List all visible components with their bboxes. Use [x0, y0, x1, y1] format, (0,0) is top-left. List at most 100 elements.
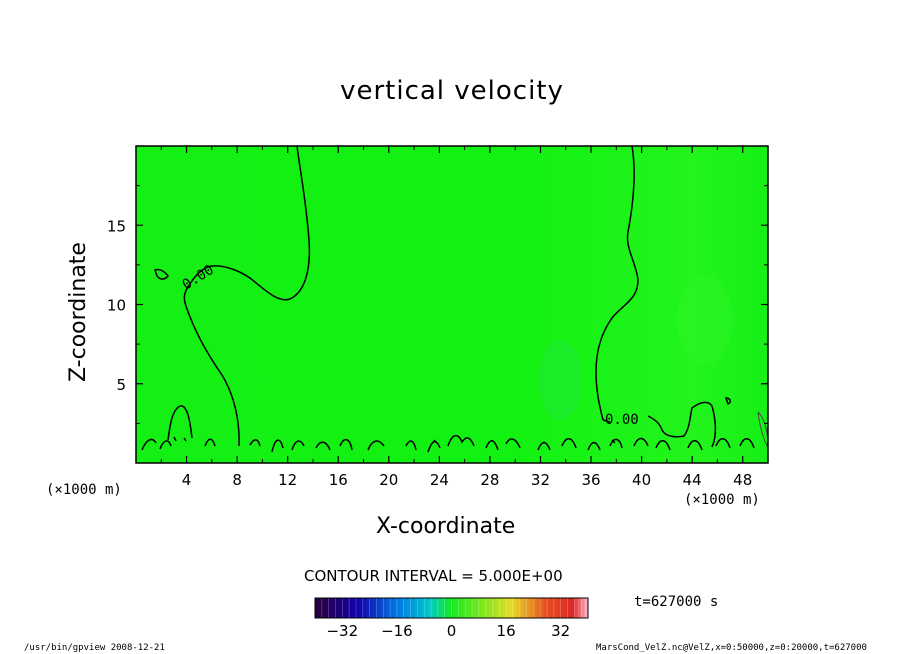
- colorbar-cell: [441, 598, 445, 618]
- x-tick-label: 4: [182, 471, 192, 489]
- colorbar-cell: [461, 598, 466, 618]
- x-axis-unit-right: (×1000 m): [684, 492, 760, 508]
- contour-line: [485, 438, 577, 451]
- colorbar-cell: [448, 598, 452, 618]
- colorbar-cell: [482, 598, 486, 618]
- y-tick-label: 5: [116, 376, 126, 394]
- colorbar-cell: [475, 598, 480, 618]
- colorbar-cell: [345, 598, 350, 618]
- colorbar-tick-label: −32: [326, 622, 358, 640]
- colorbar-cell: [379, 598, 384, 618]
- footer-right: MarsCond_VelZ.nc@VelZ,x=0:50000,z=0:2000…: [596, 643, 867, 653]
- colorbar-cell: [495, 598, 500, 618]
- colorbar-cell: [444, 598, 449, 618]
- x-tick-label: 44: [683, 471, 702, 489]
- colorbar-cell: [468, 598, 473, 618]
- colorbar-cell: [431, 598, 435, 618]
- colorbar-cell: [499, 598, 503, 618]
- colorbar-cell: [540, 598, 544, 618]
- x-tick-label: 36: [581, 471, 600, 489]
- velocity-field: [136, 146, 768, 463]
- colorbar-cell: [325, 598, 329, 618]
- colorbar-cell: [529, 598, 534, 618]
- colorbar-cell: [533, 598, 538, 618]
- colorbar-cell: [321, 598, 326, 618]
- chart-title: vertical velocity: [340, 76, 564, 106]
- field-fill: [136, 146, 768, 463]
- colorbar-cell: [489, 598, 493, 618]
- colorbar-cell: [434, 598, 439, 618]
- colorbar-cell: [451, 598, 456, 618]
- x-tick-label: 24: [430, 471, 449, 489]
- colorbar-cell: [424, 598, 428, 618]
- colorbar-cell: [492, 598, 497, 618]
- colorbar-cell: [427, 598, 432, 618]
- contour-line: [315, 438, 385, 451]
- colorbar-tick-label: 16: [497, 622, 516, 640]
- colorbar-frame: [314, 597, 589, 619]
- colorbar-cell: [413, 598, 418, 618]
- y-tick-label: 15: [107, 217, 126, 235]
- colorbar-cell: [557, 598, 561, 618]
- colorbar-cell: [516, 598, 521, 618]
- colorbar-cell: [584, 598, 589, 618]
- colorbar-cell: [570, 598, 575, 618]
- time-label: t=627000 s: [634, 594, 719, 610]
- colorbar-cell: [536, 598, 541, 618]
- field-anomaly: [677, 275, 733, 365]
- x-tick-label: 20: [379, 471, 398, 489]
- colorbar: −32 −16 0 16 32: [314, 597, 589, 640]
- colorbar-cell: [355, 598, 360, 618]
- colorbar-cell: [526, 598, 531, 618]
- colorbar-cell: [574, 598, 579, 618]
- colorbar-tick-label: 0: [447, 622, 457, 640]
- colorbar-cell: [403, 598, 408, 618]
- x-tick-label: 28: [480, 471, 499, 489]
- contour-line: [167, 405, 216, 447]
- contour-line: [587, 437, 671, 451]
- contour-line: [154, 268, 169, 280]
- colorbar-cell: [553, 598, 558, 618]
- x-tick-label: 16: [329, 471, 348, 489]
- colorbar-cell: [396, 598, 401, 618]
- colorbar-cell: [458, 598, 463, 618]
- x-axis-label: X-coordinate: [376, 514, 516, 539]
- colorbar-cell: [407, 598, 411, 618]
- colorbar-cell: [366, 598, 370, 618]
- contour-line: [405, 434, 475, 453]
- colorbar-cell: [338, 598, 343, 618]
- colorbar-cell: [543, 598, 548, 618]
- colorbar-cell: [560, 598, 565, 618]
- colorbar-cell: [465, 598, 469, 618]
- colorbar-cell: [328, 598, 333, 618]
- colorbar-cell: [547, 598, 551, 618]
- colorbar-cell: [420, 598, 425, 618]
- colorbar-cell: [519, 598, 524, 618]
- colorbar-cell: [332, 598, 336, 618]
- colorbar-cell: [454, 598, 459, 618]
- colorbar-cell: [359, 598, 364, 618]
- colorbar-cell: [383, 598, 387, 618]
- x-tick-label: 40: [632, 471, 651, 489]
- contour-line: [141, 438, 172, 451]
- contour-line: [173, 436, 616, 444]
- colorbar-cell: [342, 598, 347, 618]
- colorbar-cell: [550, 598, 555, 618]
- colorbar-cell: [376, 598, 381, 618]
- contour-line: [602, 401, 717, 448]
- colorbar-cell: [352, 598, 357, 618]
- x-tick-label: 32: [531, 471, 550, 489]
- colorbar-cell: [506, 598, 510, 618]
- colorbar-cell: [386, 598, 391, 618]
- colorbar-cell: [393, 598, 398, 618]
- colorbar-cell: [564, 598, 568, 618]
- contour-line: [249, 439, 305, 453]
- colorbar-cell: [437, 598, 442, 618]
- colorbar-cell: [318, 598, 323, 618]
- colorbar-cell: [512, 598, 517, 618]
- colorbar-tick-label: −16: [381, 622, 413, 640]
- colorbar-cell: [390, 598, 394, 618]
- x-axis-unit-left: (×1000 m): [46, 482, 122, 498]
